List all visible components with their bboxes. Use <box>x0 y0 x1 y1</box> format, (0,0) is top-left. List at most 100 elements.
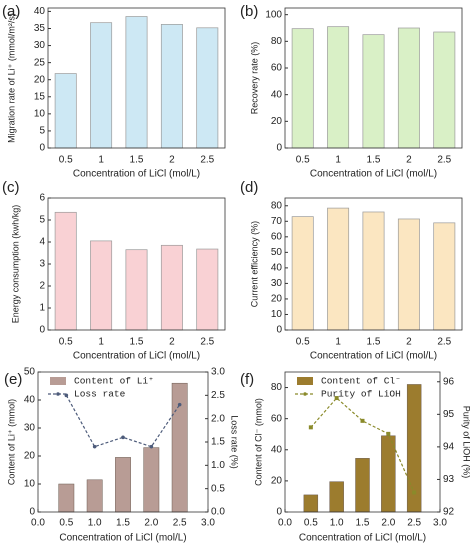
y-tick-label: 80 <box>271 382 283 393</box>
y2-tick-label: 92 <box>443 507 455 518</box>
marker <box>308 425 313 430</box>
y-tick-label: 15 <box>34 91 46 102</box>
y-tick-label: 20 <box>24 451 36 462</box>
bar <box>327 207 350 331</box>
y2-tick-label: 96 <box>443 376 455 387</box>
panel-label: (a) <box>2 3 20 20</box>
y-tick-label: 80 <box>271 36 283 47</box>
y-tick-label: 60 <box>271 63 283 74</box>
bar <box>171 382 188 513</box>
plot-frame <box>284 7 463 149</box>
y-tick-label: 4 <box>39 237 45 248</box>
x-tick-label: 2 <box>406 337 412 348</box>
bar <box>125 16 148 149</box>
bar <box>125 249 148 331</box>
legend-swatch <box>50 377 66 385</box>
bar <box>196 248 219 331</box>
plot-frame <box>37 371 209 513</box>
x-tick-label: 2.5 <box>200 155 214 166</box>
y-axis-label: Content of Cl⁻ (mmol) <box>253 398 263 486</box>
y-tick-label: 0 <box>39 143 45 154</box>
y2-axis-label: Loss rate (%) <box>230 415 240 469</box>
marker <box>412 490 417 495</box>
y-tick-label: 30 <box>34 40 46 51</box>
marker <box>360 418 365 423</box>
panel-label: (d) <box>240 179 258 196</box>
y-tick-label: 20 <box>271 116 283 127</box>
y-tick-label: 20 <box>271 476 283 487</box>
y2-tick-label: 2.0 <box>211 413 225 424</box>
y2-tick-label: 95 <box>443 409 455 420</box>
x-tick-label: 2.5 <box>173 518 187 529</box>
x-axis-label: Concentration of LiCl (mol/L) <box>310 169 437 180</box>
bar <box>303 494 319 513</box>
y-tick-label: 10 <box>34 108 46 119</box>
y2-tick-label: 1.0 <box>211 460 225 471</box>
y2-tick-label: 0.5 <box>211 483 225 494</box>
y-tick-label: 100 <box>265 9 282 20</box>
legend-label: Content of Li⁺ <box>74 376 154 387</box>
x-axis-label: Concentration of LiCl (mol/L) <box>73 351 200 362</box>
y2-tick-label: 93 <box>443 474 455 485</box>
x-tick-label: 0.0 <box>31 518 45 529</box>
bar <box>143 447 160 513</box>
bar <box>329 481 344 513</box>
x-axis-label: Concentration of LiCl (mol/L) <box>59 533 186 544</box>
x-tick-label: 1.5 <box>367 155 381 166</box>
x-tick-label: 1 <box>98 155 104 166</box>
bar <box>291 28 314 149</box>
x-tick-label: 1.5 <box>116 518 130 529</box>
y-tick-label: 6 <box>39 193 45 204</box>
plot-frame <box>284 197 463 331</box>
y-axis-label: Current efficiency (%) <box>249 221 259 307</box>
panel-label: (f) <box>240 371 254 388</box>
panel-label: (c) <box>2 179 20 196</box>
bar <box>86 479 103 513</box>
x-axis-label: Concentration of LiCl (mol/L) <box>73 169 200 180</box>
line <box>310 397 415 493</box>
x-tick-label: 1.5 <box>356 518 370 529</box>
x-tick-label: 2 <box>406 155 412 166</box>
marker <box>149 444 154 449</box>
y-axis-label: Recovery rate (%) <box>249 42 259 115</box>
x-tick-label: 2.0 <box>144 518 158 529</box>
x-tick-label: 0.5 <box>296 337 310 348</box>
x-tick-label: 2.5 <box>437 155 451 166</box>
y-tick-label: 5 <box>39 215 45 226</box>
x-tick-label: 3.0 <box>201 518 215 529</box>
bar <box>54 73 77 149</box>
marker <box>386 431 391 436</box>
y-tick-label: 60 <box>271 231 283 242</box>
y-tick-label: 40 <box>271 263 283 274</box>
x-tick-label: 1 <box>335 337 341 348</box>
y-tick-label: 50 <box>24 367 36 378</box>
y-tick-label: 0 <box>276 325 282 336</box>
legend-marker <box>303 392 307 396</box>
x-tick-label: 0.5 <box>59 518 73 529</box>
y-tick-label: 70 <box>271 216 283 227</box>
bar <box>362 211 385 331</box>
bar <box>90 22 113 149</box>
bar <box>58 483 75 513</box>
y2-tick-label: 1.5 <box>211 437 225 448</box>
y-tick-label: 50 <box>271 247 283 258</box>
bar <box>291 216 314 331</box>
bar <box>381 435 396 513</box>
y-tick-label: 80 <box>271 200 283 211</box>
bar <box>327 26 350 149</box>
y-tick-label: 0 <box>276 143 282 154</box>
y-tick-label: 40 <box>271 89 283 100</box>
bar <box>90 240 113 331</box>
plot-frame <box>47 7 226 149</box>
marker <box>177 402 182 407</box>
y-tick-label: 60 <box>271 413 283 424</box>
legend-label: Purity of LiOH <box>321 389 401 400</box>
bar <box>115 457 131 513</box>
line <box>65 395 181 448</box>
panel-label: (e) <box>4 371 22 388</box>
y-tick-label: 0 <box>39 325 45 336</box>
y-tick-label: 20 <box>34 74 46 85</box>
x-tick-label: 1 <box>98 337 104 348</box>
y2-tick-label: 94 <box>443 442 455 453</box>
y-tick-label: 25 <box>34 57 46 68</box>
